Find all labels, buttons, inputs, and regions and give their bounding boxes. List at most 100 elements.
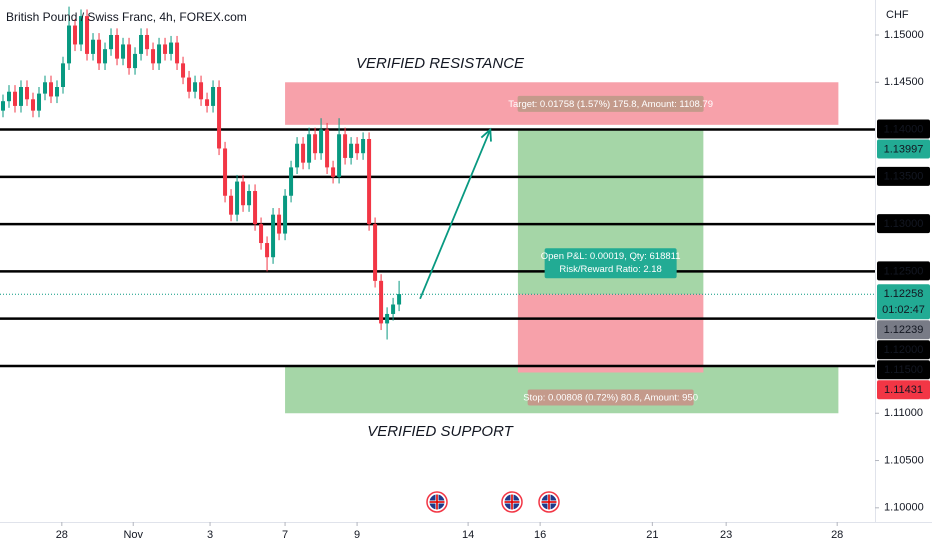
price-label: 1.13000	[884, 218, 924, 230]
price-label: 1.12000	[884, 344, 924, 356]
x-tick-label: 14	[462, 529, 474, 541]
candle-body	[205, 99, 210, 106]
price-label-box	[877, 320, 930, 340]
price-label-box	[877, 119, 930, 139]
candle-body	[301, 143, 306, 163]
x-tick-label: 3	[207, 529, 213, 541]
pnl-box	[544, 248, 677, 279]
price-label: 1.12239	[884, 324, 924, 336]
candle-body	[61, 63, 66, 87]
pnl-label: Open P&L: 0.00019, Qty: 618811	[541, 251, 681, 262]
event-flag	[501, 491, 523, 513]
candle-body	[313, 134, 318, 154]
zone-title: VERIFIED RESISTANCE	[356, 55, 525, 72]
candle-body	[397, 294, 402, 305]
event-flags	[426, 491, 560, 513]
candle-body	[241, 181, 246, 206]
candle-body	[289, 167, 294, 196]
x-tick-label: 21	[646, 529, 658, 541]
stop-label: Stop: 0.00808 (0.72%) 80.8, Amount: 950	[523, 393, 698, 404]
candle-body	[7, 91, 12, 102]
candle-body	[199, 82, 204, 100]
currency-label: CHF	[886, 9, 909, 21]
candle-body	[271, 214, 276, 258]
candle-body	[193, 82, 198, 92]
zone-title: VERIFIED SUPPORT	[367, 423, 514, 440]
stop-label-box	[527, 389, 694, 406]
x-tick-label: 28	[56, 529, 68, 541]
price-label: 1.13997	[884, 143, 924, 155]
x-tick-label: 28	[831, 529, 843, 541]
candle-body	[97, 39, 102, 64]
candle-body	[163, 44, 168, 54]
candle-body	[49, 82, 54, 97]
x-tick-label: 23	[720, 529, 732, 541]
candle-body	[1, 101, 6, 111]
axis-layer: 1.15000 1.14500 1.11000 1.10500 1.10000 28 Nov…	[56, 29, 930, 541]
candle-body	[139, 34, 144, 54]
candle-body	[223, 148, 228, 196]
price-label-box	[877, 380, 930, 400]
candle-body	[217, 87, 222, 149]
event-flag	[538, 491, 560, 513]
candle-body	[229, 195, 234, 215]
y-tick-label: 1.15000	[884, 29, 924, 41]
lines-layer	[0, 128, 875, 368]
candle-body	[121, 44, 126, 59]
candle-body	[211, 87, 216, 106]
candle-body	[133, 53, 138, 69]
target-label-box	[517, 95, 704, 112]
candle-body	[115, 34, 120, 59]
candle-body	[343, 134, 348, 158]
candle-body	[145, 34, 150, 50]
loss-zone	[517, 294, 704, 373]
candle-body	[265, 243, 270, 258]
price-label: 1.11500	[884, 364, 923, 376]
annotations-layer: Target: 0.01758 (1.57%) 175.8, Amount: 1…	[419, 95, 713, 406]
candles-layer	[1, 6, 402, 340]
candle-body	[73, 25, 78, 45]
y-tick-label: 1.10500	[884, 454, 924, 466]
candle-body	[67, 25, 72, 64]
price-label-box	[877, 360, 930, 380]
price-label: 1.12258	[884, 288, 924, 300]
candle-body	[349, 143, 354, 158]
price-label-box	[877, 340, 930, 360]
candle-body	[151, 49, 156, 64]
price-label: 1.12500	[884, 265, 924, 277]
candle-body	[283, 195, 288, 234]
event-flag	[426, 491, 448, 513]
candle-body	[103, 49, 108, 64]
candle-body	[127, 44, 132, 69]
x-tick-label: 9	[354, 529, 360, 541]
y-tick-label: 1.11000	[884, 407, 923, 419]
candle-body	[385, 313, 390, 324]
candle-body	[175, 42, 180, 64]
rr-label: Risk/Reward Ratio: 2.18	[559, 264, 661, 275]
candle-body	[379, 280, 384, 324]
candle-body	[91, 39, 96, 54]
countdown: 01:02:47	[882, 304, 925, 316]
candle-body	[235, 181, 240, 215]
target-label: Target: 0.01758 (1.57%) 175.8, Amount: 1…	[508, 99, 713, 110]
trend-arrow	[419, 129, 492, 300]
candle-body	[331, 167, 336, 177]
x-tick-label: 7	[282, 529, 288, 541]
candle-body	[259, 224, 264, 244]
candle-body	[85, 16, 90, 54]
candle-body	[391, 304, 396, 314]
candle-body	[25, 87, 30, 100]
price-label-box	[877, 214, 930, 234]
x-tick-label: Nov	[123, 529, 143, 541]
candle-body	[367, 139, 372, 225]
x-tick-label: 16	[534, 529, 546, 541]
candle-body	[55, 87, 60, 97]
candle-body	[181, 63, 186, 78]
candle-body	[253, 191, 258, 225]
chart-title: British Pound / Swiss Franc, 4h, FOREX.c…	[6, 10, 247, 24]
candle-body	[37, 93, 42, 111]
zones-layer: VERIFIED RESISTANCE VERIFIED SUPPORT	[285, 55, 839, 440]
candle-body	[169, 42, 174, 54]
